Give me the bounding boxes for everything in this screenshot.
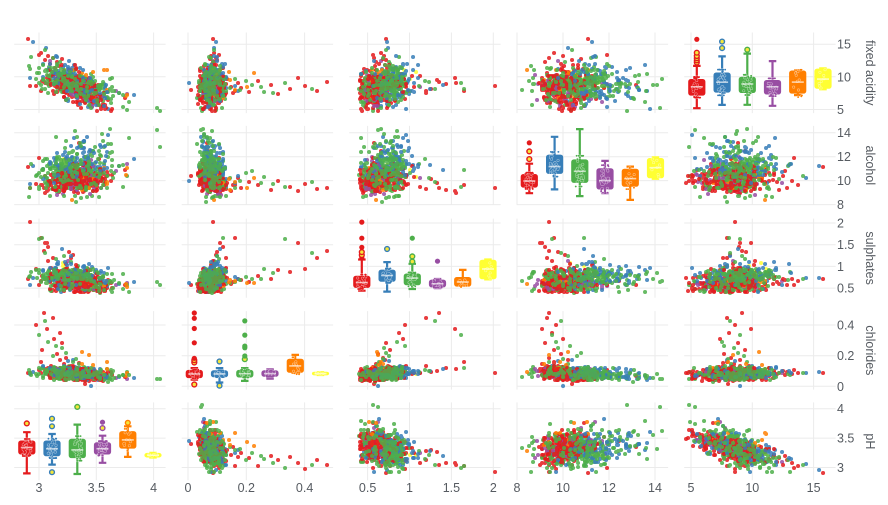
svg-text:0.4: 0.4 <box>296 481 313 495</box>
svg-text:3.5: 3.5 <box>837 432 854 446</box>
svg-text:5: 5 <box>837 103 844 117</box>
svg-text:alcohol: alcohol <box>863 145 877 185</box>
svg-text:14: 14 <box>837 126 851 140</box>
svg-text:0.4: 0.4 <box>837 319 854 333</box>
svg-text:15: 15 <box>837 38 851 52</box>
svg-text:10: 10 <box>745 481 759 495</box>
svg-text:0.2: 0.2 <box>837 349 854 363</box>
svg-text:5: 5 <box>688 481 695 495</box>
svg-text:1: 1 <box>837 260 844 274</box>
svg-text:sulphates: sulphates <box>863 231 877 285</box>
svg-text:0: 0 <box>185 481 192 495</box>
svg-text:4: 4 <box>150 481 157 495</box>
svg-text:3: 3 <box>36 481 43 495</box>
svg-text:1.5: 1.5 <box>837 238 854 252</box>
svg-text:0.5: 0.5 <box>837 282 854 296</box>
svg-text:1: 1 <box>406 481 413 495</box>
svg-text:12: 12 <box>837 150 851 164</box>
svg-text:12: 12 <box>602 481 616 495</box>
svg-text:0: 0 <box>837 380 844 394</box>
svg-text:3.5: 3.5 <box>88 481 105 495</box>
svg-text:4: 4 <box>837 402 844 416</box>
svg-text:0.5: 0.5 <box>359 481 376 495</box>
svg-text:10: 10 <box>556 481 570 495</box>
svg-text:pH: pH <box>863 433 877 449</box>
svg-text:0.2: 0.2 <box>238 481 255 495</box>
svg-text:chlorides: chlorides <box>863 325 877 375</box>
svg-text:fixed acidity: fixed acidity <box>863 40 877 106</box>
svg-text:8: 8 <box>514 481 521 495</box>
svg-text:14: 14 <box>648 481 662 495</box>
svg-text:15: 15 <box>807 481 821 495</box>
svg-text:10: 10 <box>837 174 851 188</box>
svg-text:8: 8 <box>837 198 844 212</box>
svg-text:1.5: 1.5 <box>443 481 460 495</box>
svg-text:2: 2 <box>490 481 497 495</box>
svg-text:3: 3 <box>837 461 844 475</box>
svg-text:10: 10 <box>837 70 851 84</box>
svg-text:2: 2 <box>837 217 844 231</box>
